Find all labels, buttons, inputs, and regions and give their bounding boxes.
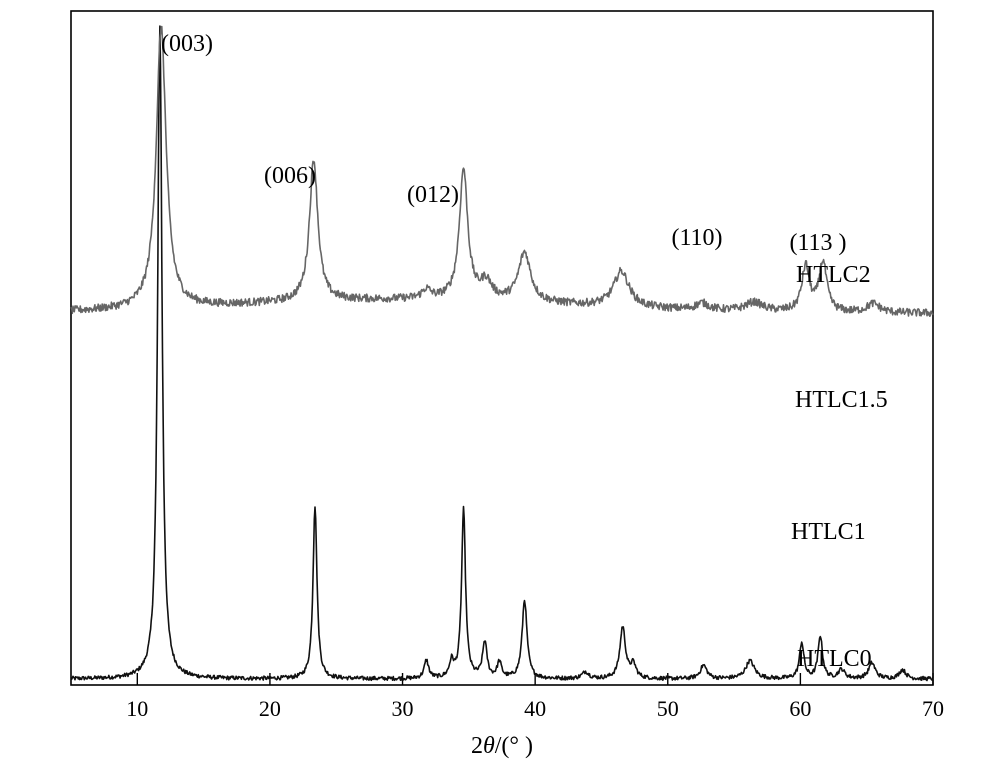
series-label-htlc2: HTLC2 (796, 262, 871, 288)
series-lines (70, 25, 934, 682)
x-tick-label: 70 (922, 696, 944, 721)
peak-label: (113 ) (789, 230, 846, 256)
x-axis-title-prefix: 2 (471, 733, 483, 759)
x-tick-label: 30 (392, 696, 414, 721)
peak-label: (110) (671, 225, 722, 251)
plot-frame (70, 10, 934, 686)
series-line-htlc0 (70, 25, 934, 682)
x-ticks: 10 20 30 40 50 60 70 (126, 673, 944, 721)
x-tick-label: 50 (657, 696, 679, 721)
peak-label: (003) (161, 31, 213, 57)
x-axis-title-suffix: /(° ) (495, 733, 533, 759)
x-tick-label: 60 (789, 696, 811, 721)
x-tick-label: 10 (126, 696, 148, 721)
x-tick-label: 40 (524, 696, 546, 721)
series-label-htlc0: HTLC0 (797, 646, 872, 672)
x-axis-title-theta: θ (483, 733, 495, 759)
x-axis-title: 2θ/(° ) (471, 733, 533, 759)
series-label-htlc1-5: HTLC1.5 (795, 387, 888, 413)
series-line-htlc1 (70, 25, 934, 317)
peak-labels: (003) (006) (012) (110) (113 ) (161, 31, 847, 256)
series-labels: HTLC0 HTLC1 HTLC1.5 HTLC2 (791, 262, 888, 672)
peak-label: (006) (264, 163, 316, 189)
x-tick-label: 20 (259, 696, 281, 721)
peak-label: (012) (407, 182, 459, 208)
series-label-htlc1: HTLC1 (791, 519, 866, 545)
